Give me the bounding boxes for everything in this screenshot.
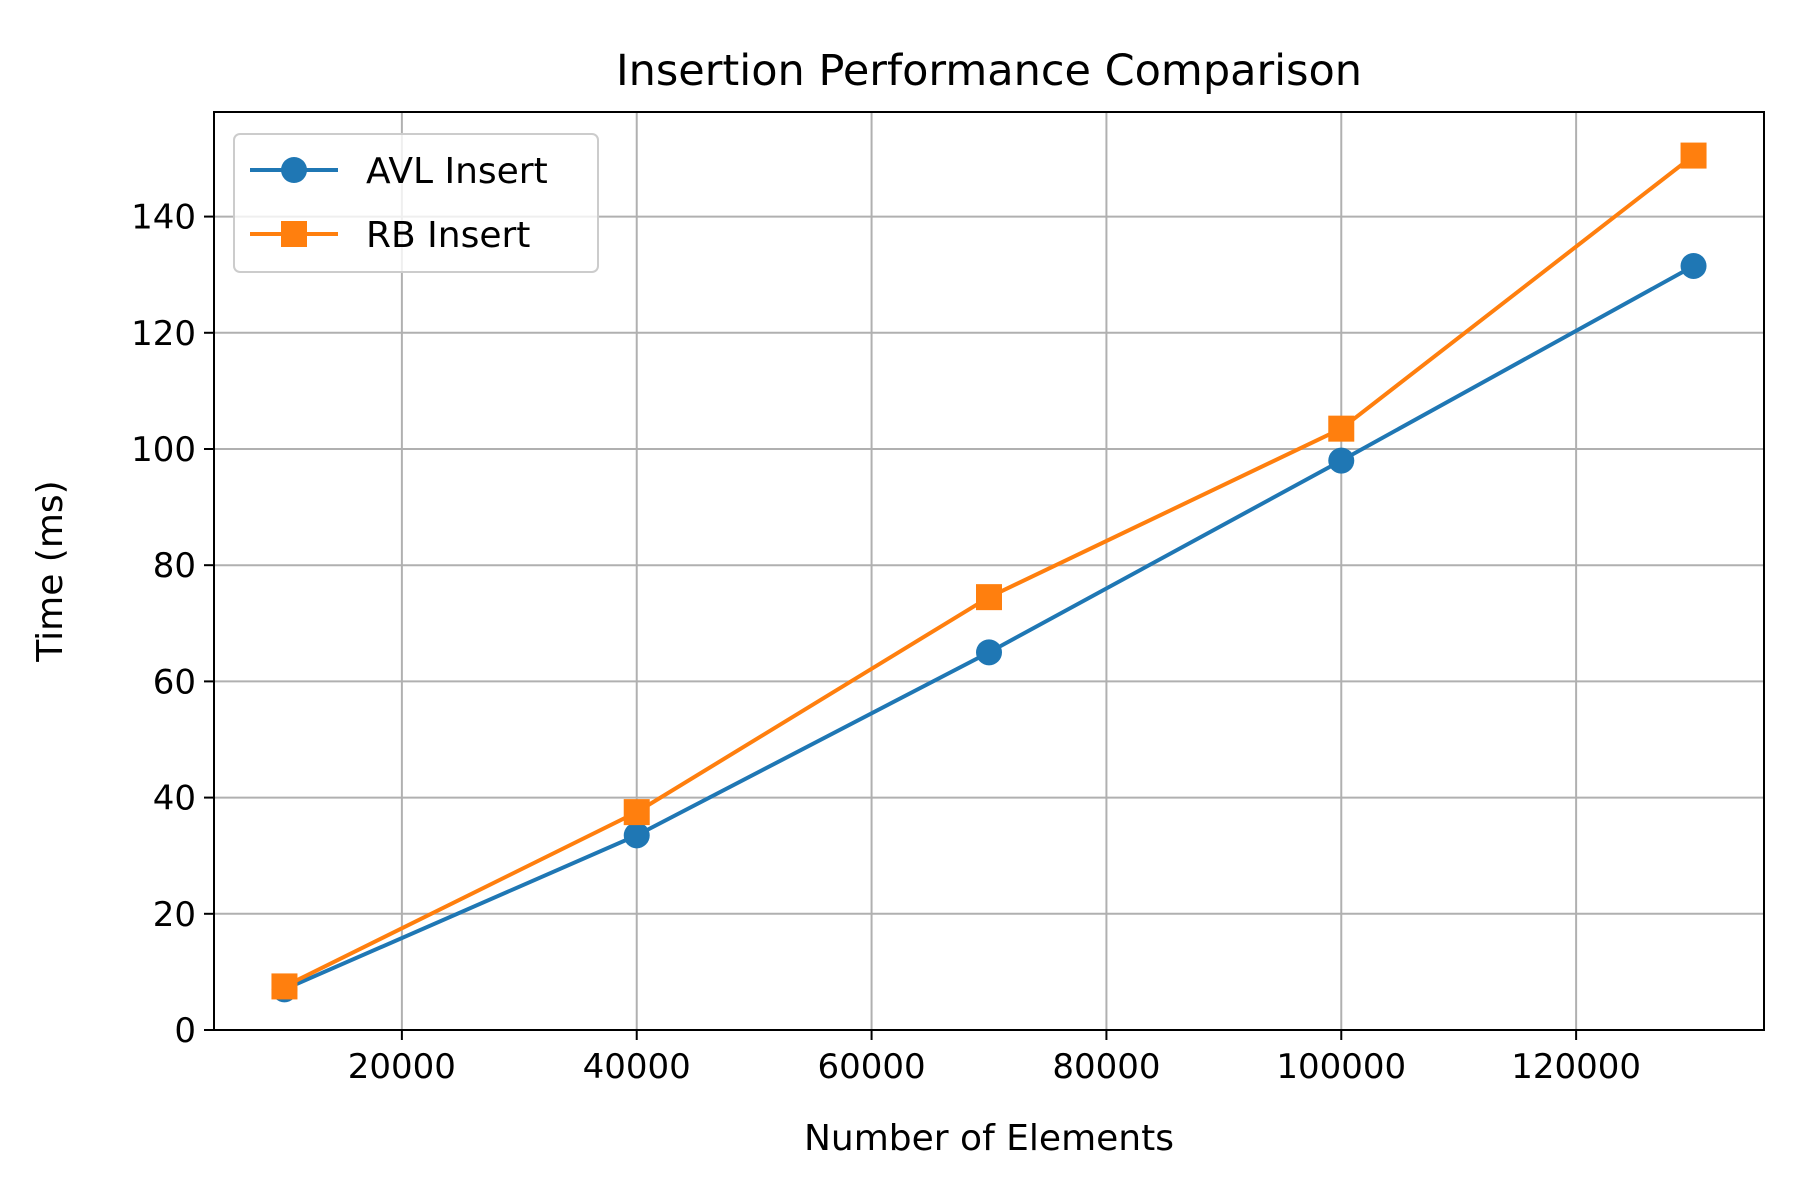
data-point <box>1328 447 1355 474</box>
y-tick-label: 20 <box>153 895 196 935</box>
series-line <box>283 153 1695 989</box>
x-tick-label: 20000 <box>348 1047 456 1087</box>
x-tick-label: 40000 <box>583 1047 691 1087</box>
y-axis-label: Time (ms) <box>30 480 71 662</box>
legend-entry: AVL Insert <box>250 151 548 192</box>
y-tick-label: 40 <box>153 779 196 819</box>
series-0 <box>271 252 1707 1003</box>
data-point <box>623 822 650 849</box>
y-tick-label: 80 <box>153 546 196 586</box>
data-point <box>623 799 650 826</box>
plot-frame <box>213 111 1765 1031</box>
y-tick-label: 0 <box>174 1011 196 1051</box>
legend-label: AVL Insert <box>366 151 548 192</box>
data-point <box>976 584 1002 611</box>
data-point <box>976 639 1002 666</box>
data-point <box>1680 142 1707 169</box>
data-point <box>1328 415 1355 442</box>
y-tick-label: 60 <box>153 662 196 702</box>
x-tick-label: 120000 <box>1511 1047 1641 1087</box>
series-layer <box>271 142 1707 1003</box>
chart-title: Insertion Performance Comparison <box>616 46 1362 96</box>
x-tick-label: 80000 <box>1052 1047 1160 1087</box>
y-tick-label: 120 <box>131 314 196 354</box>
y-tick-label: 140 <box>131 198 196 238</box>
data-point <box>271 973 298 1000</box>
legend-marker <box>281 157 307 183</box>
x-tick-label: 60000 <box>817 1047 925 1087</box>
x-axis-label: Number of Elements <box>804 1118 1174 1159</box>
legend-label: RB Insert <box>366 215 530 256</box>
x-tick-label: 100000 <box>1276 1047 1406 1087</box>
tick-layer: 20000 40000 60000 80000 100000 120000 0 20 40 60 8… <box>131 198 1641 1087</box>
legend-marker <box>281 221 307 247</box>
grid-layer <box>214 112 1764 1031</box>
data-point <box>1680 252 1707 279</box>
series-1 <box>271 142 1707 1000</box>
legend: AVL Insert RB Insert <box>233 133 599 273</box>
y-tick-label: 100 <box>131 430 196 470</box>
legend-entry: RB Insert <box>250 215 530 256</box>
